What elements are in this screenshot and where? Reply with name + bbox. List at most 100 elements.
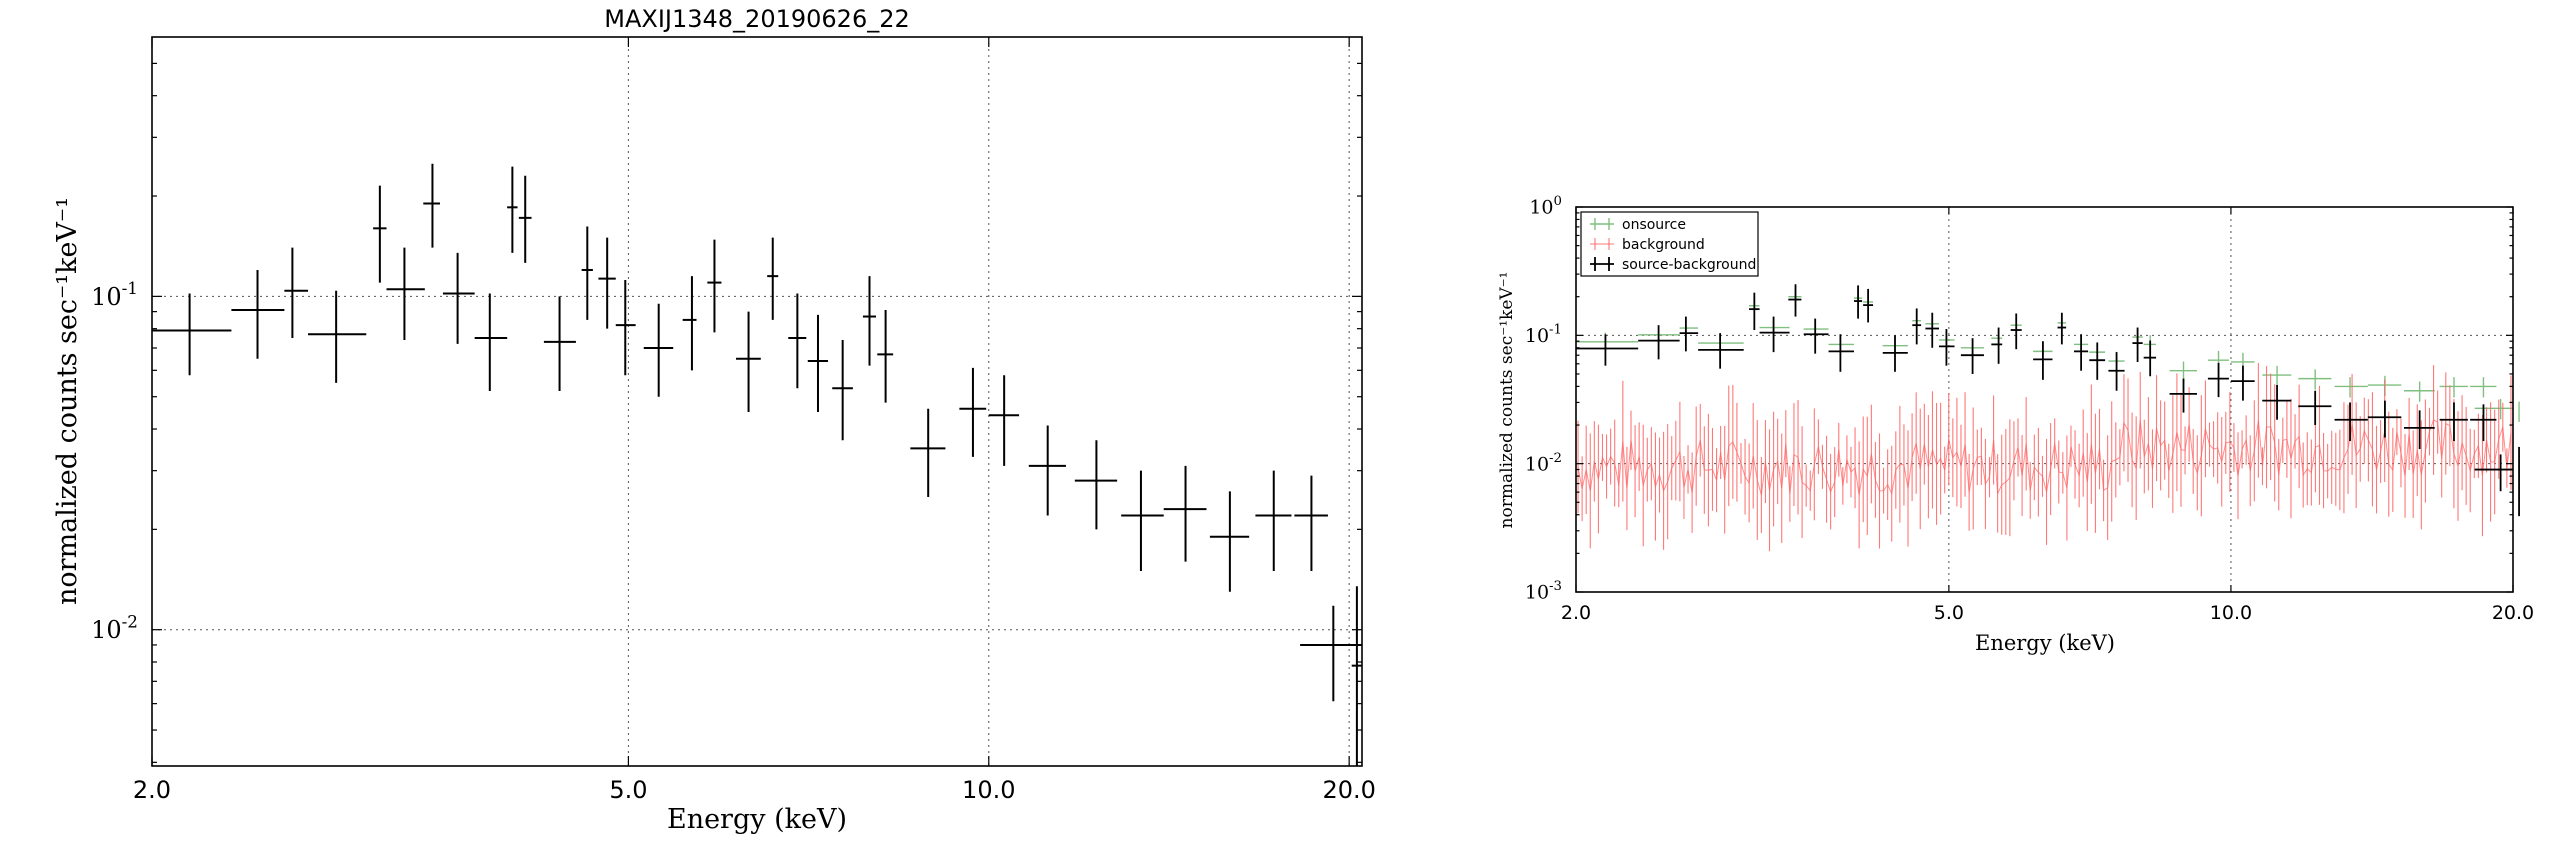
data-point	[767, 237, 779, 320]
source-background-point	[2230, 365, 2255, 401]
data-point	[1300, 605, 1362, 702]
data-point	[474, 293, 508, 392]
source-background-point	[1991, 327, 2003, 364]
source-background-point	[1759, 316, 1790, 353]
onsource-series	[1576, 287, 2520, 422]
source-background-point	[2073, 334, 2089, 371]
legend-label-onsource: onsource	[1622, 217, 1686, 233]
source-background-point	[1576, 334, 1639, 366]
data-point	[1028, 425, 1066, 516]
legend-marker-source-background	[1590, 257, 1614, 271]
data-point	[788, 293, 807, 389]
data-point	[832, 339, 853, 441]
data-point	[910, 408, 946, 498]
data-point	[1351, 586, 1362, 766]
x-tick-label: 20.0	[2492, 602, 2534, 624]
x-tick-label: 10.0	[962, 776, 1015, 804]
source-background-point	[2470, 404, 2497, 442]
data-point	[1074, 440, 1118, 530]
legend-marker-background	[1590, 238, 1614, 250]
source-background-point	[1882, 335, 1908, 372]
y-tick-label: 10-2	[1525, 451, 1562, 476]
x-axis-label: Energy (keV)	[1975, 631, 2115, 655]
data-point	[707, 239, 722, 333]
source-background-point	[2132, 327, 2143, 362]
source-background-point	[1828, 334, 1854, 372]
data-point	[736, 311, 761, 412]
source-background-point	[2207, 362, 2229, 398]
data-point	[1121, 470, 1164, 571]
source-background-point	[1925, 312, 1939, 348]
main-spectrum-chart: MAXIJ1348_20190626_22 2.0 5.0 10.0 20.0 10-1…	[52, 5, 1376, 835]
onsource-point	[2403, 381, 2435, 402]
data-point	[373, 185, 387, 283]
source-background-point	[1698, 333, 1744, 369]
source-background-point	[2439, 402, 2468, 442]
chart-title: MAXIJ1348_20190626_22	[604, 5, 910, 33]
data-point	[1255, 470, 1292, 571]
x-tick-label: 2.0	[1561, 602, 1591, 624]
data-point	[1294, 475, 1328, 571]
data-point	[152, 293, 232, 376]
data-point	[598, 237, 616, 329]
axis-ticks: 2.0 5.0 10.0 20.0 100 10-1 10-2 10-3	[1525, 194, 2534, 624]
source-background-point	[2262, 385, 2292, 420]
source-background-point	[1853, 285, 1863, 319]
source-background-point	[1803, 318, 1829, 354]
source-background-point	[1749, 292, 1760, 331]
data-point	[308, 290, 367, 383]
source-background-point	[2169, 378, 2198, 413]
onsource-point	[2262, 365, 2292, 387]
y-axis-label: normalized counts sec⁻¹keV⁻¹	[1497, 272, 1517, 529]
x-tick-label: 10.0	[2210, 602, 2252, 624]
data-point	[643, 303, 674, 397]
legend-label-source-background: source-background	[1622, 257, 1756, 273]
background-series	[1577, 362, 2512, 552]
data-point	[284, 247, 309, 339]
data-series	[1576, 284, 2520, 552]
grid-lines	[152, 37, 1362, 766]
source-background-point	[1960, 338, 1984, 374]
x-tick-label: 5.0	[609, 776, 647, 804]
source-background-point	[2057, 312, 2067, 345]
onsource-point	[2298, 369, 2332, 390]
y-tick-label: 10-2	[91, 611, 138, 644]
onsource-point	[2169, 361, 2198, 382]
data-point	[1209, 491, 1250, 592]
onsource-point	[2470, 377, 2497, 398]
data-point	[877, 310, 894, 403]
data-point	[988, 375, 1020, 466]
data-point	[959, 367, 987, 457]
onsource-point	[1803, 319, 1829, 341]
data-point	[518, 175, 532, 263]
source-background-series	[1576, 284, 2520, 517]
data-point	[543, 296, 576, 392]
y-tick-label: 100	[1529, 194, 1562, 219]
y-tick-label: 10-1	[1525, 322, 1562, 347]
x-tick-label: 2.0	[133, 776, 171, 804]
source-background-point	[2033, 341, 2053, 380]
y-tick-label: 10-1	[91, 278, 138, 311]
data-point	[231, 269, 285, 359]
data-point	[423, 163, 440, 248]
source-background-point	[2334, 402, 2368, 442]
source-background-point	[2518, 446, 2520, 517]
onsource-point	[2439, 377, 2468, 398]
data-point	[1163, 465, 1207, 562]
source-background-point	[1788, 284, 1802, 317]
onsource-point	[1991, 328, 2003, 350]
onsource-point	[1679, 318, 1699, 340]
source-background-point	[1912, 308, 1922, 345]
source-background-point	[1638, 325, 1680, 360]
legend: onsource background source-background	[1580, 211, 1759, 277]
onsource-point	[2474, 399, 2513, 420]
onsource-point	[2518, 401, 2520, 422]
source-background-point	[2298, 390, 2332, 426]
plot-frame	[151, 36, 1363, 767]
data-point	[386, 247, 425, 340]
axis-ticks: 2.0 5.0 10.0 20.0 10-1 10-2	[91, 37, 1376, 804]
legend-label-background: background	[1622, 237, 1705, 253]
source-background-point	[2143, 340, 2157, 377]
data-point	[682, 276, 697, 371]
